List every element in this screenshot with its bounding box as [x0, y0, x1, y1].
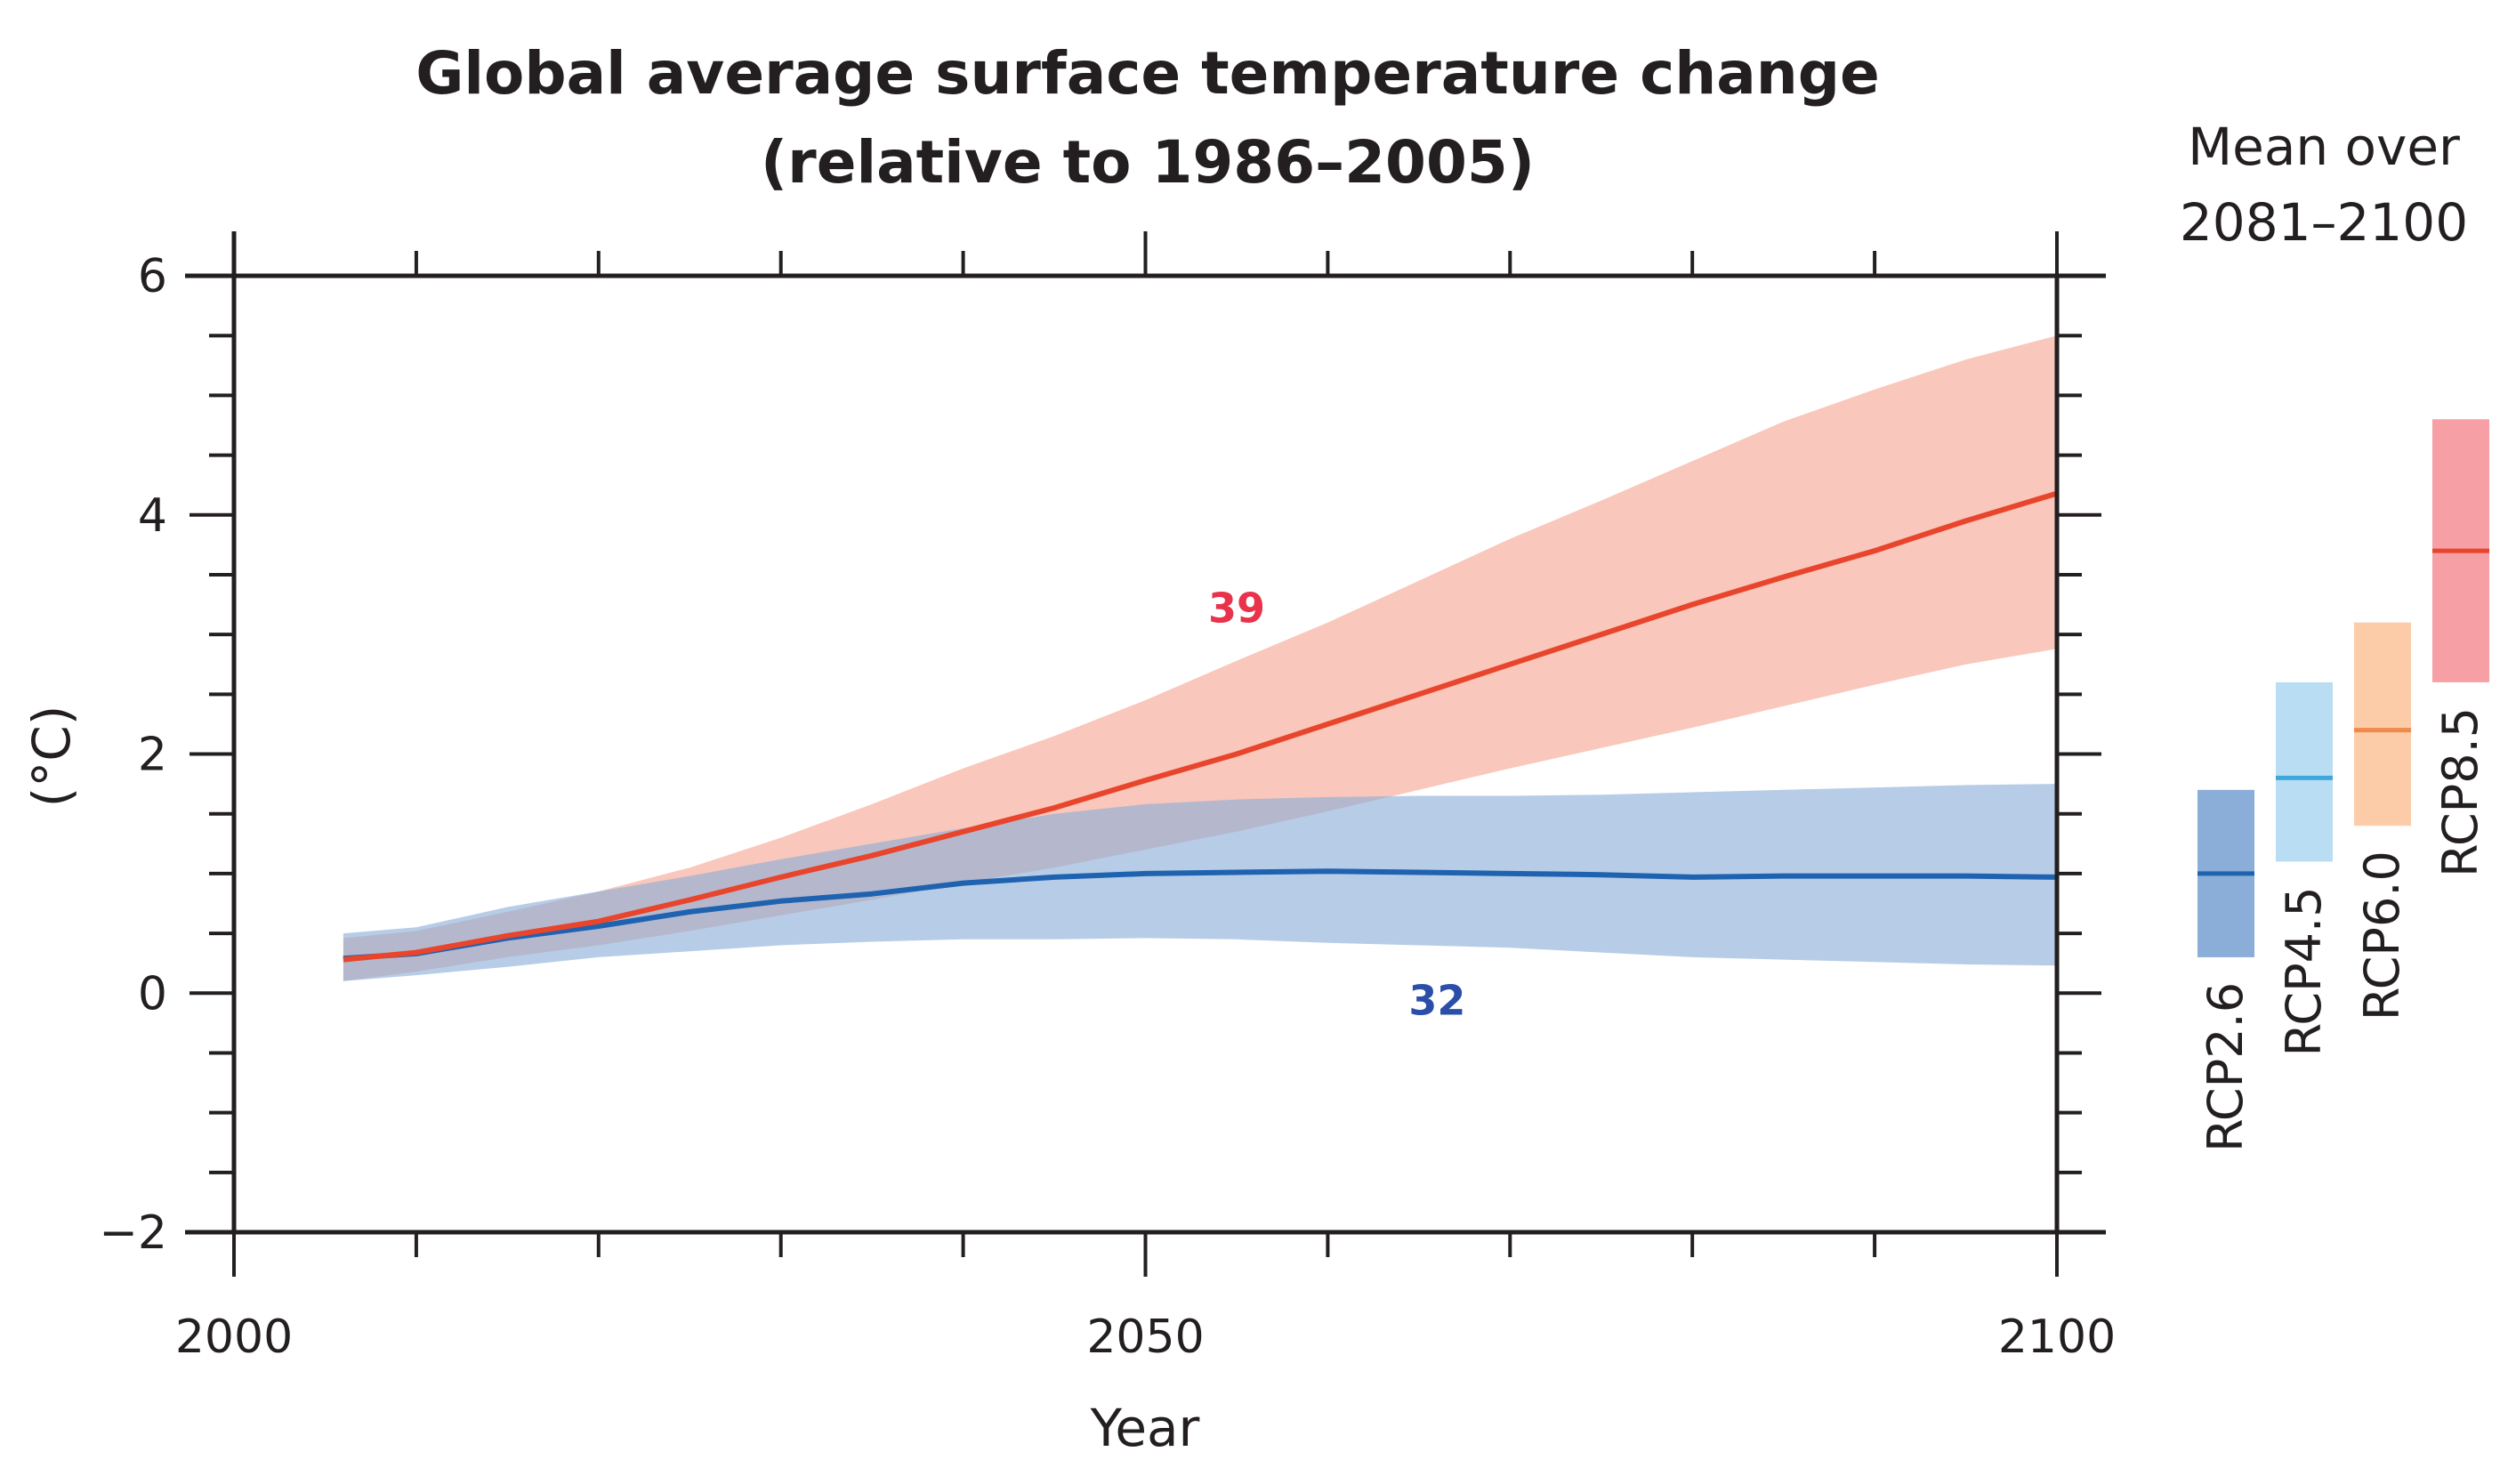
model-count-rcp26: 32	[1408, 976, 1465, 1024]
tick-labels: 2000 2050 2100 −2 0 2 4 6	[99, 250, 2116, 1364]
mean-panel-bars: RCP2.6 RCP4.5 RCP6.0 RCP8.5	[2197, 419, 2489, 1152]
band-rcp85	[343, 335, 2057, 981]
line-rcp85	[343, 490, 2058, 963]
y-tick-label-4: 4	[138, 489, 167, 543]
y-tick-label-2: 2	[138, 729, 167, 782]
model-count-labels: 32 39	[1208, 585, 1465, 1025]
y-tick-label-0: 0	[138, 967, 167, 1020]
mean-panel-title-line1: Mean over	[2188, 117, 2460, 177]
chart-subtitle: (relative to 1986–2005)	[761, 128, 1535, 197]
mean-label-rcp26: RCP2.6	[2197, 982, 2254, 1152]
y-tick-label--2: −2	[99, 1206, 167, 1260]
y-axis-label: (°C)	[21, 706, 82, 808]
series-lines	[343, 490, 2058, 963]
x-axis-label: Year	[1090, 1398, 1200, 1458]
mean-panel-title-line2: 2081–2100	[2180, 192, 2468, 253]
band-rcp26	[343, 784, 2057, 981]
axis-ticks	[190, 231, 2101, 1277]
chart-title: Global average surface temperature chang…	[415, 39, 1880, 108]
mean-label-rcp45: RCP4.5	[2276, 886, 2332, 1056]
x-tick-label-2050: 2050	[1086, 1311, 1204, 1364]
mean-range-rcp45	[2276, 682, 2333, 862]
mean-range-rcp60	[2354, 622, 2411, 827]
line-rcp26	[343, 868, 2058, 962]
x-tick-label-2100: 2100	[1998, 1311, 2116, 1364]
uncertainty-bands	[343, 335, 2057, 981]
mean-label-rcp85: RCP8.5	[2432, 707, 2488, 877]
model-count-rcp85: 39	[1208, 585, 1265, 633]
x-tick-label-2000: 2000	[175, 1311, 293, 1364]
mean-label-rcp60: RCP6.0	[2354, 851, 2410, 1020]
y-tick-label-6: 6	[138, 250, 167, 303]
